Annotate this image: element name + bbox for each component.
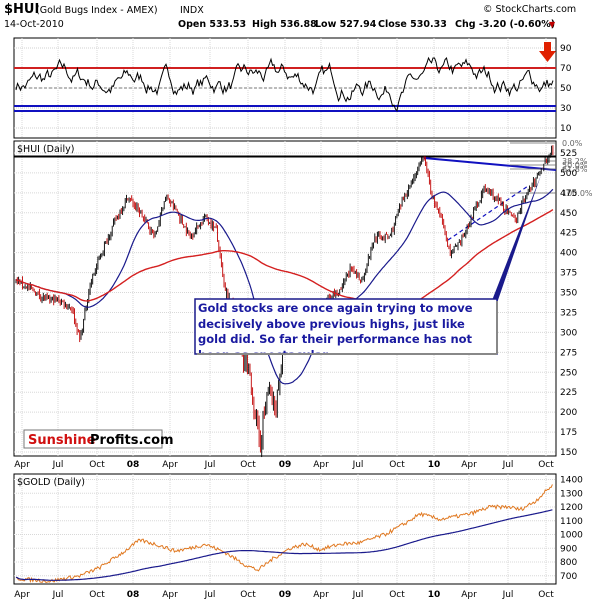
gold-tick-label: 1200 — [560, 503, 583, 513]
gold-tick-label: 1400 — [560, 476, 583, 486]
hui-tick-label: 325 — [560, 308, 577, 318]
rsi-tick-label: 70 — [560, 64, 572, 74]
x-tick-label: Jul — [502, 590, 514, 600]
x-tick-label: Jul — [502, 460, 514, 470]
hui-tick-label: 225 — [560, 388, 577, 398]
hui-tick-label: 500 — [560, 169, 577, 179]
x-tick-label: Oct — [538, 460, 554, 470]
open-label: Open 533.53 — [178, 19, 246, 30]
x-tick-label: Apr — [14, 590, 30, 600]
hui-tick-label: 400 — [560, 249, 577, 259]
x-tick-label: Jul — [352, 460, 364, 470]
x-tick-label: Oct — [240, 590, 256, 600]
rsi-series-line — [15, 56, 554, 112]
hui-tick-label: 175 — [560, 428, 577, 438]
svg-text:Profits.com: Profits.com — [90, 433, 174, 448]
fib-label: 50.0% — [562, 161, 588, 170]
fib-label: 38.2% — [562, 157, 588, 166]
x-tick-label: 10 — [428, 460, 441, 470]
x-tick-label: 09 — [279, 460, 292, 470]
x-tick-label: Apr — [313, 590, 329, 600]
fibonacci-levels: 0.0% 38.2%50.0%61.8% 100.0% — [510, 139, 593, 198]
gold-axis: 1400 1300 1200 1100 1000 900 800 700 — [560, 476, 583, 582]
x-tick-label: Oct — [89, 590, 105, 600]
fib-label: 61.8% — [562, 165, 588, 174]
x-tick-label: Oct — [538, 590, 554, 600]
date-label: 14-Oct-2010 — [4, 19, 64, 30]
x-tick-label: Jul — [204, 460, 216, 470]
hui-tick-label: 200 — [560, 408, 577, 418]
x-tick-label: 08 — [127, 460, 140, 470]
chg-label: Chg -3.20 (-0.60%) — [455, 19, 555, 30]
hui-short-moving-average — [15, 188, 554, 385]
gold-tick-label: 1000 — [560, 531, 583, 541]
x-tick-label: Jul — [352, 590, 364, 600]
hui-tick-label: 475 — [560, 189, 577, 199]
x-tick-label: Jul — [204, 590, 216, 600]
x-tick-label: 08 — [127, 590, 140, 600]
fib-label: 100.0% — [562, 189, 593, 198]
low-label: Low 527.94 — [315, 19, 377, 30]
hui-long-moving-average — [15, 209, 554, 306]
index-name: (Gold Bugs Index - AMEX) — [36, 5, 158, 16]
gold-tick-label: 1100 — [560, 517, 583, 527]
red-down-arrow-icon — [539, 42, 556, 62]
x-tick-label: Oct — [389, 590, 405, 600]
high-label: High 536.88 — [252, 19, 317, 30]
x-tick-label: Oct — [389, 460, 405, 470]
hui-tick-label: 525 — [560, 149, 577, 159]
symbol: $HUI — [4, 2, 39, 17]
svg-text:Sunshine: Sunshine — [28, 433, 96, 448]
hui-tick-label: 275 — [560, 348, 577, 358]
chg-down-icon: ▼ — [549, 20, 556, 29]
x-tick-label: 09 — [279, 590, 292, 600]
x-tick-label: Jul — [52, 590, 64, 600]
hui-tick-label: 300 — [560, 328, 577, 338]
x-tick-label: Apr — [162, 590, 178, 600]
hui-tick-label: 250 — [560, 368, 577, 378]
hui-tick-label: 350 — [560, 289, 577, 299]
gold-tick-label: 1300 — [560, 489, 583, 499]
x-tick-label: Apr — [461, 460, 477, 470]
x-tick-label: Apr — [14, 460, 30, 470]
x-tick-label: Jul — [52, 460, 64, 470]
annotation-text: Gold stocks are once again trying to mov… — [198, 301, 473, 353]
hui-axis: 525 500 475 450 425 400 375 350 325 300 275 250 225 2… — [560, 149, 577, 458]
x-tick-label: Apr — [162, 460, 178, 470]
gold-grid — [14, 474, 556, 584]
declining-trend-line — [423, 157, 557, 171]
fib-label: 0.0% — [562, 139, 583, 148]
rsi-axis: 90 70 50 30 10 — [560, 44, 572, 134]
rising-support-line — [447, 185, 529, 241]
rsi-tick-label: 30 — [560, 104, 572, 114]
index-type: INDX — [180, 5, 204, 16]
x-tick-label: 10 — [428, 590, 441, 600]
gold-tick-label: 900 — [560, 544, 577, 554]
hui-tick-label: 150 — [560, 448, 577, 458]
rsi-tick-label: 50 — [560, 84, 572, 94]
x-tick-label: Apr — [313, 460, 329, 470]
gold-moving-average — [15, 509, 553, 581]
annotation-callout: Gold stocks are once again trying to mov… — [194, 175, 541, 355]
close-label: Close 530.33 — [378, 19, 447, 30]
hui-tick-label: 450 — [560, 209, 577, 219]
x-tick-label: Oct — [240, 460, 256, 470]
rsi-tick-label: 90 — [560, 44, 572, 54]
x-axis-gold: Apr Jul Oct 08 Apr Jul Oct 09 Apr Jul Oct 10 Apr Jul O… — [14, 590, 554, 600]
x-tick-label: Apr — [461, 590, 477, 600]
hui-tick-label: 425 — [560, 229, 577, 239]
hui-panel-label: $HUI (Daily) — [17, 144, 74, 155]
gold-tick-label: 700 — [560, 572, 577, 582]
gold-panel-label: $GOLD (Daily) — [17, 477, 85, 488]
gold-tick-label: 800 — [560, 558, 577, 568]
sunshineprofits-logo: Sunshine Profits.com — [23, 429, 174, 449]
x-axis-main: Apr Jul Oct 08 Apr Jul Oct 09 Apr Jul Oct 10 Apr Jul O… — [14, 460, 554, 470]
rsi-tick-label: 10 — [560, 124, 572, 134]
x-tick-label: Oct — [89, 460, 105, 470]
gold-price-line — [15, 484, 553, 584]
hui-tick-label: 375 — [560, 269, 577, 279]
watermark: © StockCharts.com — [483, 4, 576, 15]
